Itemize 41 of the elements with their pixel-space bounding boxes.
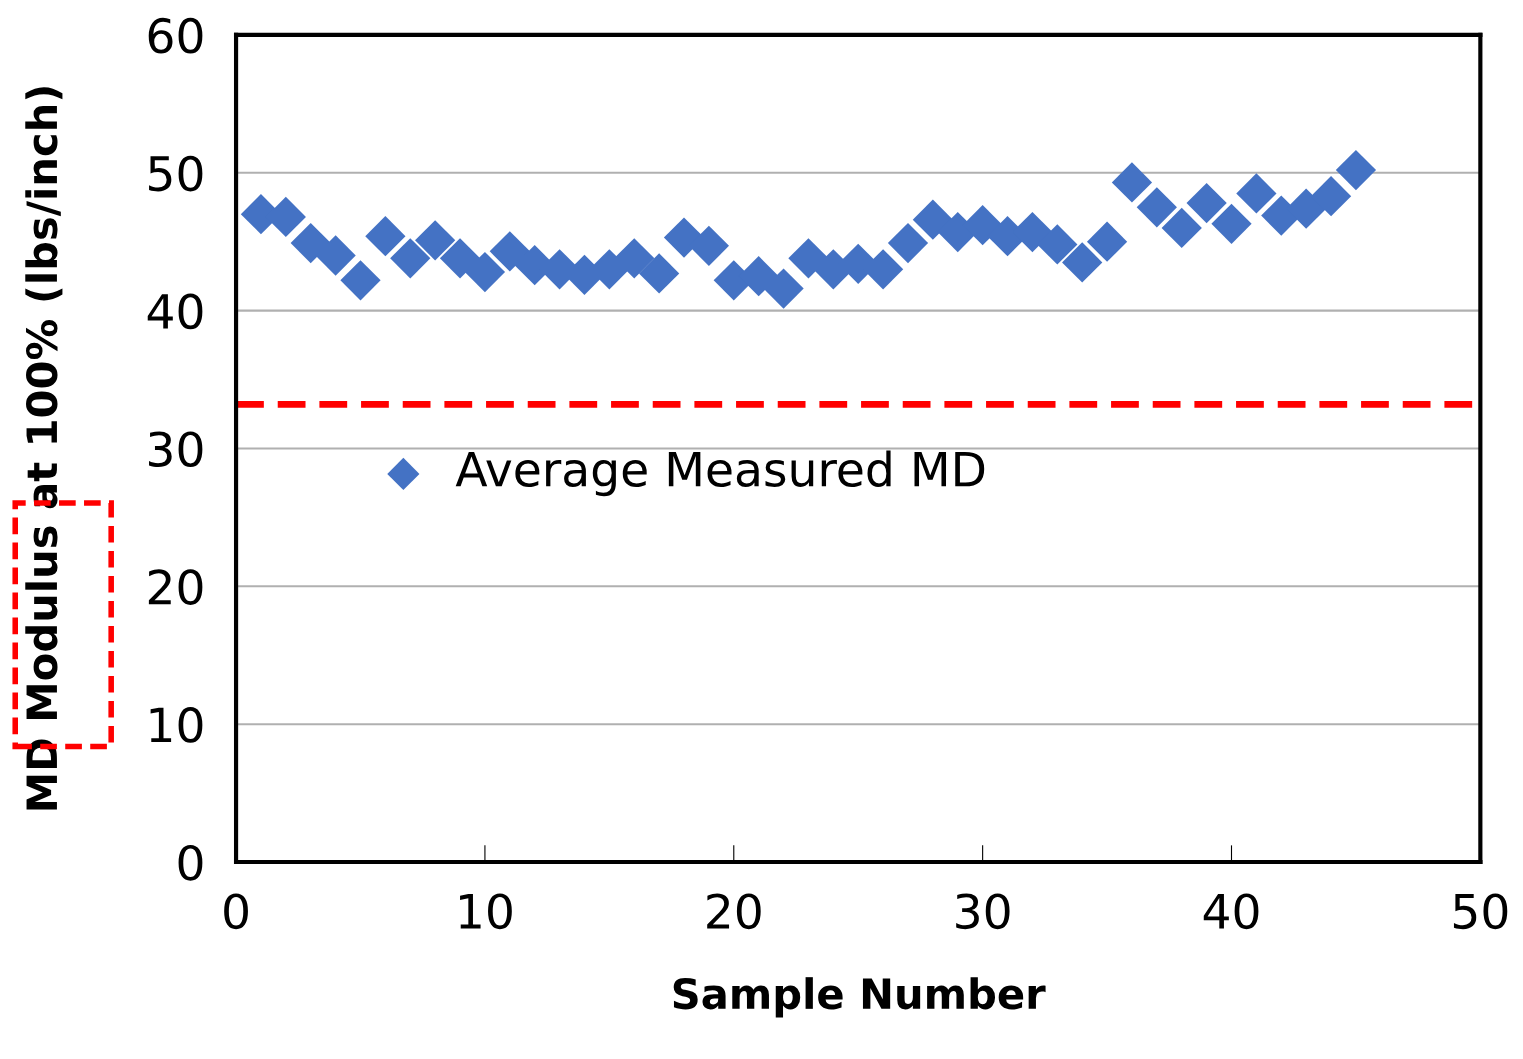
point <box>1310 176 1352 217</box>
y-tick-label: 0 <box>178 844 203 881</box>
y-tick-label: 50 <box>149 155 203 192</box>
point <box>464 251 506 293</box>
point <box>1236 173 1277 214</box>
legend-label: Average Measured MD <box>455 450 985 497</box>
point <box>290 222 331 264</box>
x-tick-label: 10 <box>460 893 512 930</box>
point <box>788 238 829 279</box>
point <box>340 260 381 301</box>
point <box>1211 203 1252 244</box>
point <box>1037 224 1078 265</box>
point <box>390 238 431 279</box>
point <box>1086 221 1128 262</box>
point <box>1111 162 1153 203</box>
point <box>639 253 680 294</box>
y-tick-label: 40 <box>147 293 203 330</box>
x-tick-label: 50 <box>1453 893 1508 930</box>
y-tick-label: 30 <box>149 431 203 468</box>
point <box>912 199 953 240</box>
y-tick-label: 20 <box>148 569 203 605</box>
point <box>439 238 481 279</box>
x-tick-label: 40 <box>1203 893 1259 930</box>
point <box>763 268 804 309</box>
x-tick-label: 20 <box>707 893 761 930</box>
y-tick-label: 60 <box>148 17 203 54</box>
y-tick-label: 10 <box>150 707 203 743</box>
point <box>1186 182 1227 224</box>
point <box>489 231 530 272</box>
x-axis-title: Sample Number <box>673 977 1046 1018</box>
x-tick-label: 30 <box>956 893 1010 930</box>
point <box>1136 187 1177 228</box>
point <box>315 235 356 276</box>
point <box>365 216 406 257</box>
point <box>1335 149 1377 191</box>
point <box>1062 242 1103 283</box>
point <box>415 220 456 261</box>
point <box>887 222 929 264</box>
x-tick-label: 0 <box>224 893 248 930</box>
point <box>1161 207 1202 249</box>
point <box>614 238 655 279</box>
